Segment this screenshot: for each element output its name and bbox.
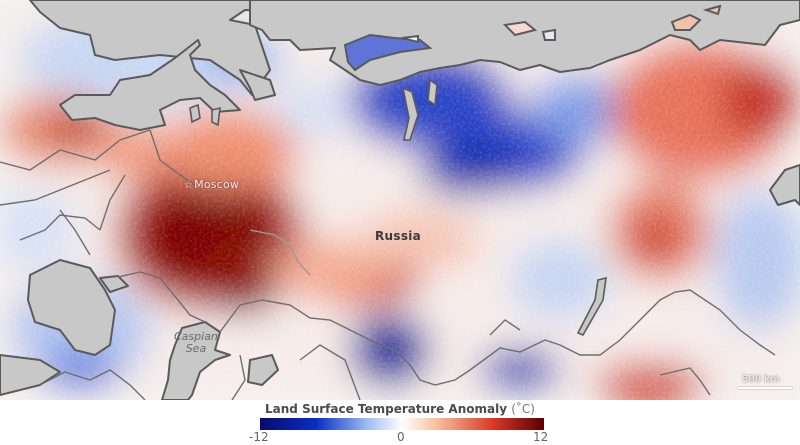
arctic-islands <box>343 4 722 72</box>
baltic-sea <box>59 39 241 131</box>
map-graphic <box>0 0 800 400</box>
scale-bar-label: 500 km <box>742 374 780 385</box>
mediterranean-area <box>0 354 61 396</box>
ocean-areas <box>0 0 800 400</box>
legend-title: Land Surface Temperature Anomaly (˚C) <box>265 402 535 416</box>
lake-ladoga <box>189 103 201 124</box>
lake-baikal <box>576 276 607 337</box>
river-volga <box>249 229 311 276</box>
city-star-icon: ☆ <box>184 180 194 191</box>
colorbar-min-label: -12 <box>249 430 269 444</box>
scale-bar: 500 km <box>738 374 792 390</box>
aral-sea <box>247 354 279 386</box>
legend-unit: (˚C) <box>511 402 535 416</box>
lakes <box>189 78 607 337</box>
new-siberian-islands <box>670 13 702 31</box>
temperature-anomaly-map: ☆Moscow Russia Caspian Sea 500 km <box>0 0 800 400</box>
white-sea <box>239 69 276 101</box>
severnaya-zemlya <box>502 20 538 37</box>
novaya-zemlya <box>343 33 433 72</box>
caspian-sea-label: Caspian Sea <box>174 330 218 355</box>
colorbar-max-label: 12 <box>533 430 549 444</box>
country-borders <box>0 129 776 400</box>
colorbar-mid-label: 0 <box>397 430 405 444</box>
legend: Land Surface Temperature Anomaly (˚C) -1… <box>0 400 800 445</box>
arctic-ocean <box>249 0 800 86</box>
ob-gulf <box>401 86 419 141</box>
sea-of-okhotsk <box>769 164 800 206</box>
black-sea <box>27 259 116 356</box>
scale-bar-line <box>738 387 792 389</box>
taz-gulf <box>427 78 438 107</box>
moscow-label: ☆Moscow <box>184 178 240 191</box>
caspian-sea <box>161 321 231 400</box>
russia-label: Russia <box>375 229 422 243</box>
sea-of-azov <box>99 275 129 293</box>
lake-onega <box>211 106 221 127</box>
colorbar <box>260 418 544 430</box>
